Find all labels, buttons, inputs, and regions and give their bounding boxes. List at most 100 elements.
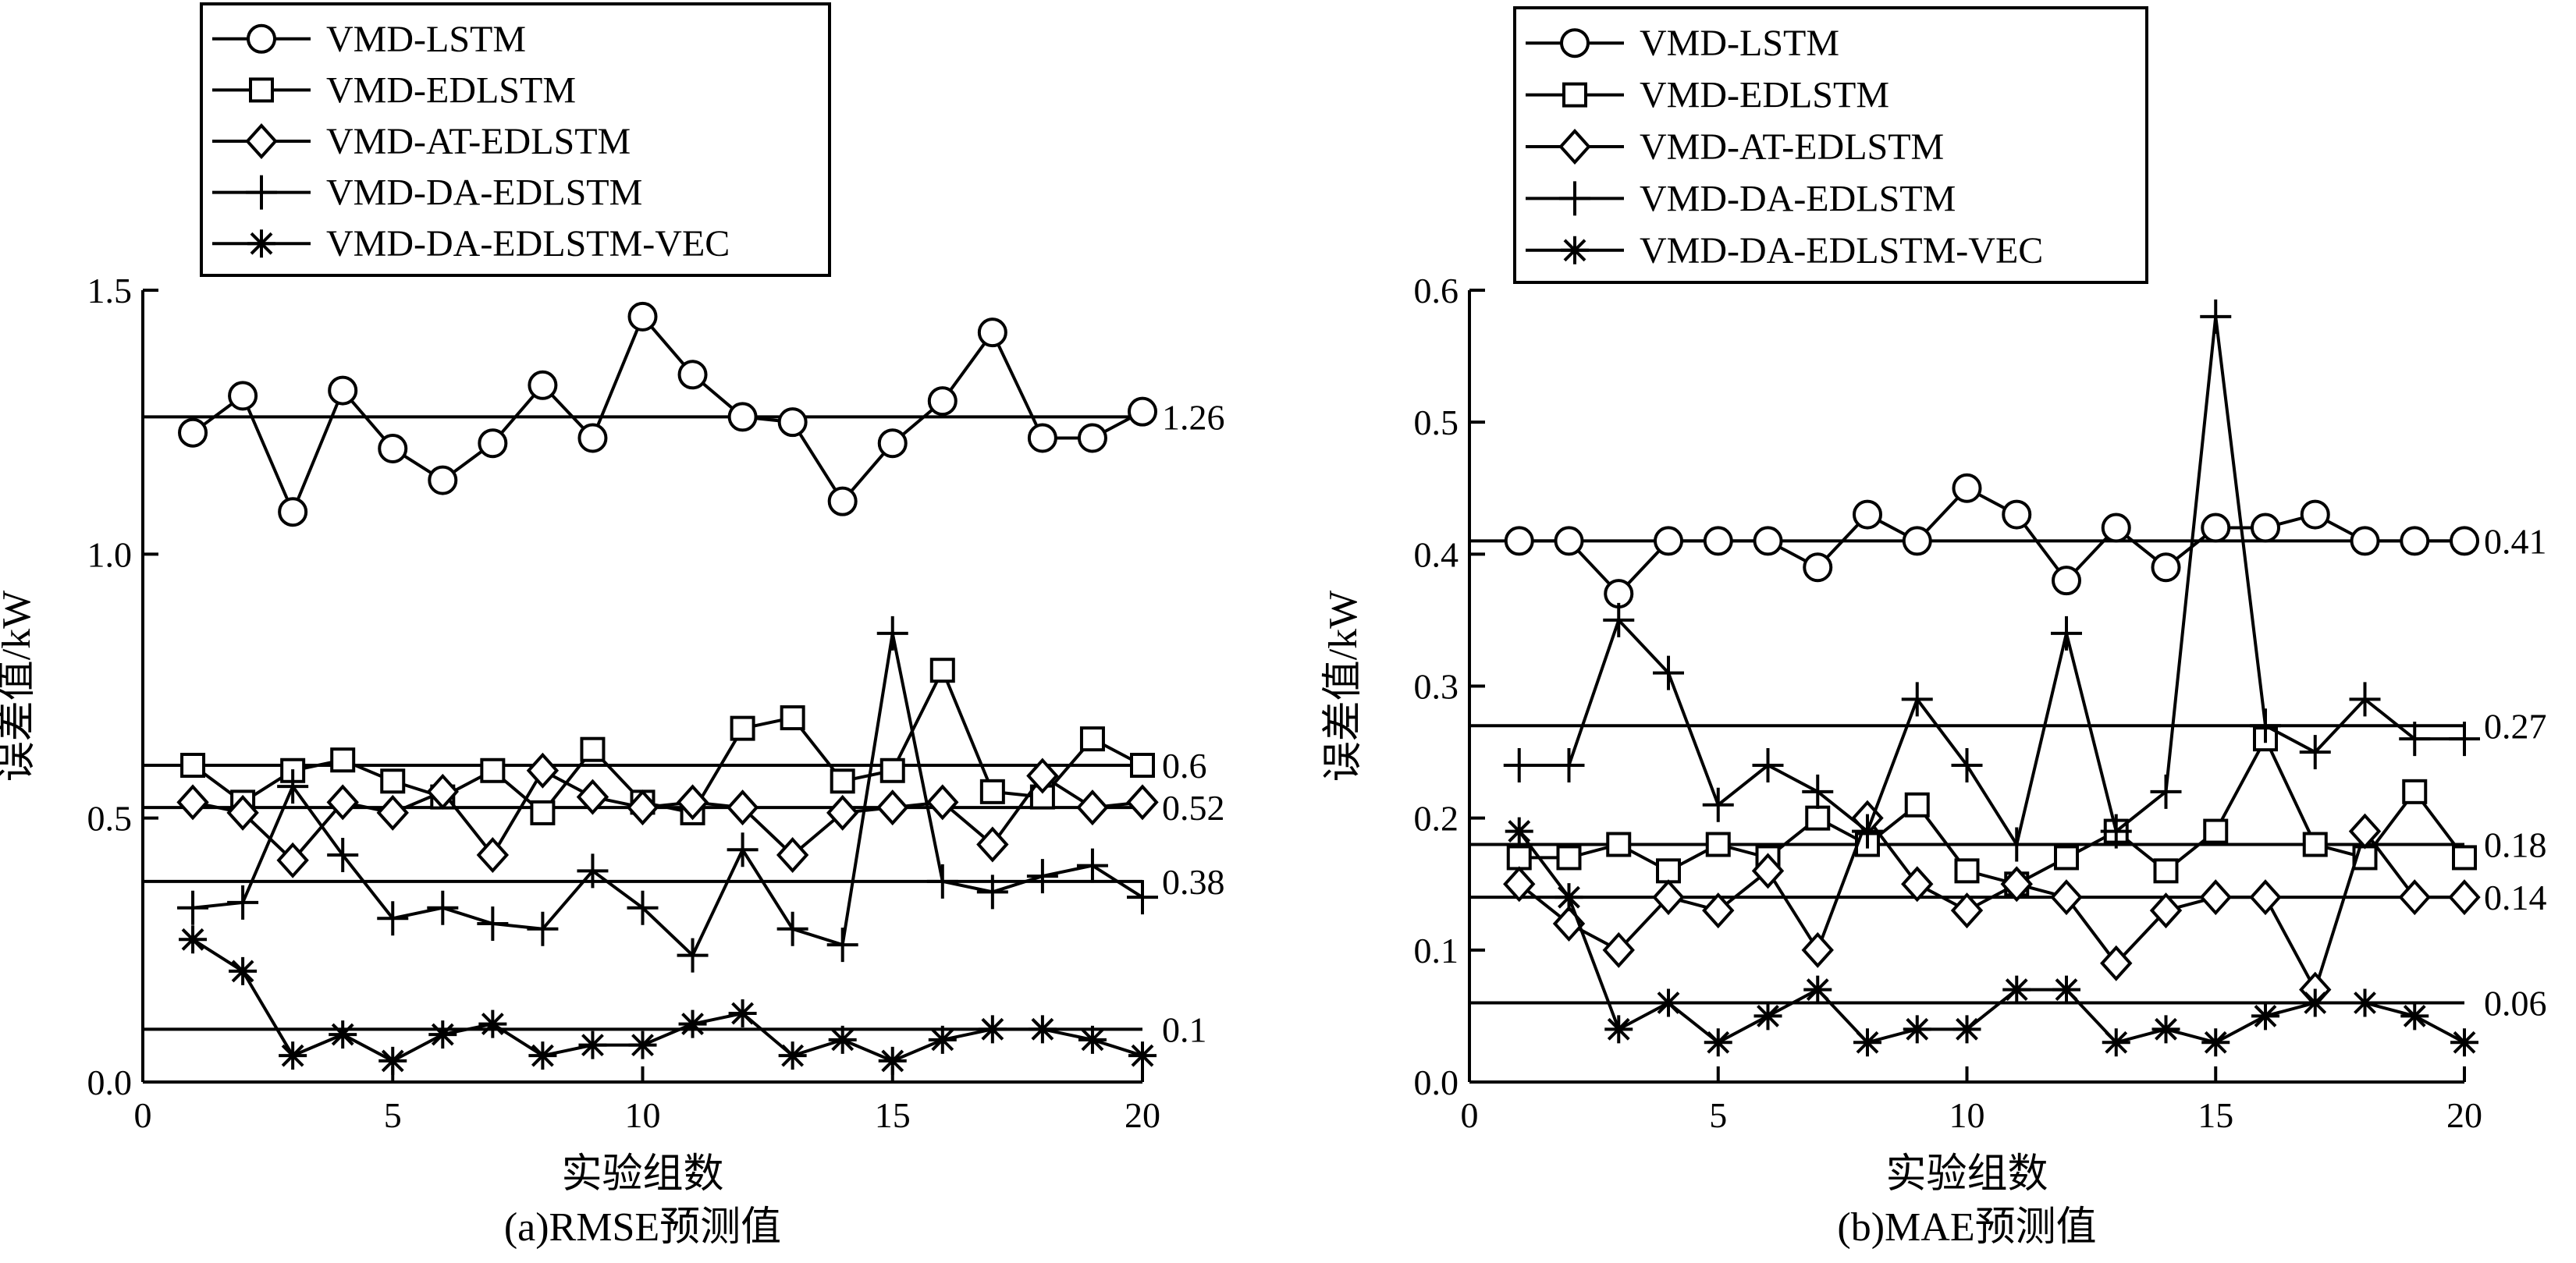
x-tick-label: 20	[2446, 1095, 2482, 1135]
data-point	[676, 784, 709, 821]
data-point	[627, 301, 658, 332]
legend-item: VMD-DA-EDLSTM-VEC	[1526, 230, 2043, 271]
data-point	[478, 1009, 507, 1038]
x-tick-label: 15	[875, 1095, 911, 1135]
data-point	[628, 1031, 657, 1059]
series-line	[191, 314, 1143, 516]
data-point	[279, 1041, 307, 1070]
legend-item: VMD-DA-EDLSTM	[212, 172, 642, 214]
legend-marker	[1560, 28, 1590, 59]
legend-item: VMD-LSTM	[1526, 23, 1839, 64]
data-point	[2250, 708, 2281, 743]
data-point	[1805, 805, 1831, 831]
data-point	[1753, 526, 1783, 556]
data-point	[2150, 774, 2182, 809]
y-tick-label: 0.2	[1414, 799, 1459, 839]
data-point	[1803, 975, 1832, 1004]
data-point	[378, 1046, 407, 1075]
reference-line-label: 0.18	[2484, 825, 2547, 865]
data-point	[1753, 1002, 1782, 1031]
data-point	[1751, 853, 1785, 889]
x-tick-label: 20	[1125, 1095, 1160, 1135]
chart-panel-a: 0.0 0.5 1.0 1.5 0 5 10 15 20 实验组数 误差值/kW (a)RMSE预测值…	[0, 2, 1225, 1250]
data-point	[877, 428, 908, 459]
data-point	[180, 753, 206, 778]
data-point	[927, 386, 958, 417]
y-axis-label: 误差值/kW	[1321, 591, 1366, 782]
data-point	[727, 402, 758, 432]
legend-label: VMD-DA-EDLSTM	[1640, 178, 1956, 219]
x-tick-label: 15	[2198, 1095, 2233, 1135]
data-point	[528, 370, 558, 400]
data-point	[1128, 396, 1157, 427]
legend-marker	[1561, 236, 1589, 264]
data-point	[727, 832, 759, 867]
data-point	[626, 789, 659, 826]
y-tick-label: 0.0	[87, 1063, 133, 1102]
data-point	[377, 901, 409, 936]
data-point	[178, 417, 208, 448]
reference-line-label: 0.1	[1162, 1009, 1207, 1049]
reference-line-label: 1.26	[1162, 397, 1225, 437]
legend-label: VMD-DA-EDLSTM-VEC	[326, 223, 730, 264]
data-point	[1026, 757, 1059, 794]
data-point	[1026, 859, 1058, 894]
data-point	[1951, 748, 1983, 782]
legend-marker	[249, 77, 274, 103]
data-point	[2002, 499, 2032, 530]
data-point	[1852, 814, 1883, 849]
data-point	[1127, 880, 1158, 915]
y-tick-label: 0.4	[1414, 534, 1459, 574]
data-point	[427, 890, 459, 925]
series-vmd-at-edlstm	[176, 752, 1159, 878]
data-point	[229, 956, 258, 985]
data-point	[2400, 526, 2430, 556]
series-line	[1519, 316, 2464, 849]
x-tick-label: 5	[1709, 1095, 1727, 1135]
data-point	[326, 784, 359, 821]
data-point	[2402, 779, 2428, 804]
data-point	[576, 779, 609, 815]
data-point	[1803, 552, 1833, 583]
reference-line-label: 0.41	[2484, 521, 2547, 561]
data-point	[1554, 883, 1583, 912]
data-point	[1902, 526, 1932, 556]
data-point	[1505, 817, 1533, 846]
data-point	[1903, 1015, 1931, 1044]
series-vmd-at-edlstm	[1503, 800, 2481, 1008]
data-point	[1556, 845, 1582, 871]
data-point	[2199, 879, 2232, 916]
data-point	[1503, 748, 1535, 782]
series-vmd-lstm	[1504, 473, 2479, 609]
data-point	[2054, 845, 2079, 871]
y-tick-label: 0.5	[87, 799, 133, 839]
data-point	[827, 486, 858, 516]
data-point	[327, 838, 359, 873]
data-point	[2050, 879, 2083, 916]
data-point	[1702, 892, 1735, 929]
data-point	[926, 864, 958, 899]
data-point	[330, 747, 356, 773]
x-tick-label: 0	[134, 1095, 152, 1135]
data-point	[380, 768, 406, 794]
legend-marker	[1562, 82, 1587, 108]
data-point	[776, 911, 808, 946]
legend-marker	[246, 175, 277, 210]
data-point	[1076, 848, 1108, 883]
data-point	[580, 736, 606, 762]
x-tick-label: 0	[1461, 1095, 1479, 1135]
data-point	[1554, 526, 1584, 556]
data-point	[1802, 774, 1834, 809]
data-point	[528, 1041, 557, 1070]
legend-marker	[247, 229, 275, 258]
data-point	[979, 779, 1005, 804]
chart-caption: (a)RMSE预测值	[504, 1205, 781, 1250]
data-point	[2151, 552, 2181, 583]
data-point	[2300, 499, 2330, 530]
data-point	[328, 375, 358, 406]
data-point	[577, 423, 608, 453]
legend-label: VMD-DA-EDLSTM-VEC	[1640, 230, 2043, 271]
data-point	[1079, 726, 1105, 752]
series-vmd-da-edlstm	[1503, 299, 2480, 862]
